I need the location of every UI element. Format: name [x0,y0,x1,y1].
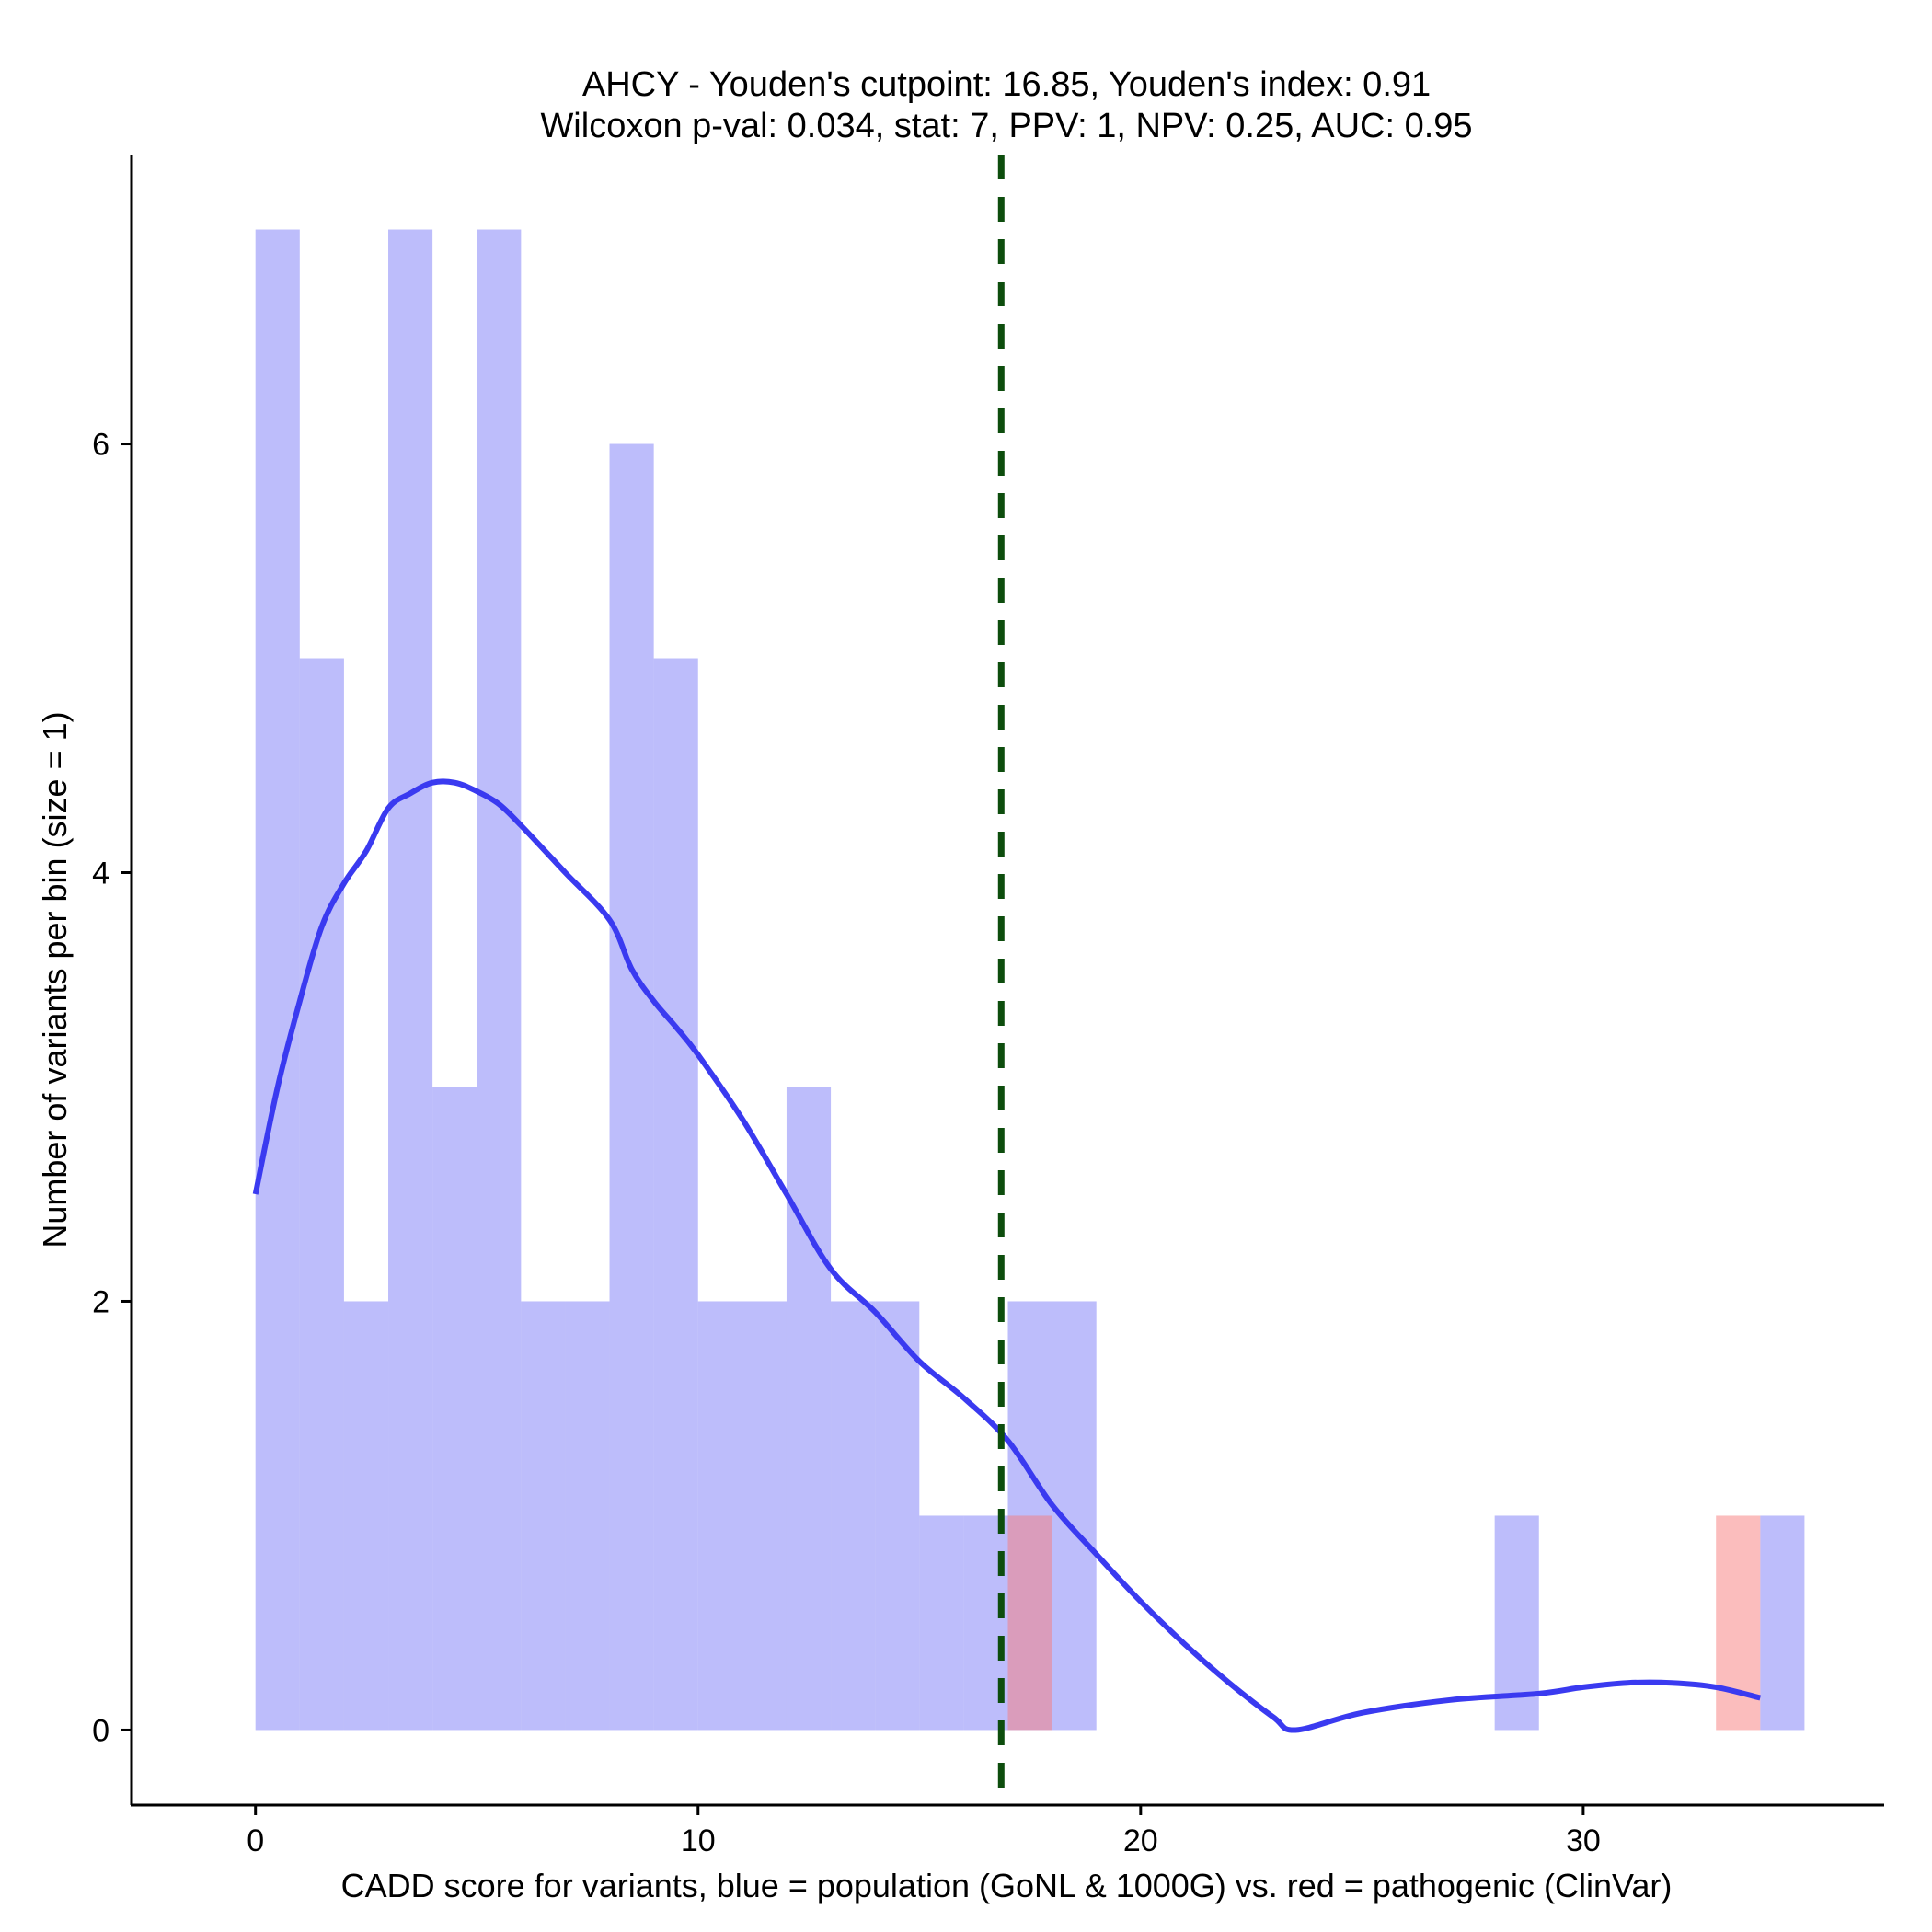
histogram-bar-population-13 [831,1301,876,1731]
histogram-bar-pathogenic-17 [1007,1515,1052,1731]
histogram-bar-population-11 [742,1301,787,1731]
density-layer [252,778,1762,1733]
y-tick-label: 6 [92,428,109,463]
histogram-bar-population-5 [477,229,522,1731]
histogram-bar-population-2 [343,1301,389,1731]
x-axis-label: CADD score for variants, blue = populati… [341,1867,1673,1904]
histogram-bar-population-4 [432,1087,477,1731]
histogram-bar-population-7 [565,1301,610,1731]
histogram-bar-population-1 [299,658,344,1731]
histogram-bar-population-8 [609,443,654,1731]
ticks-layer: 0 10 20 30 0 2 4 6 [92,428,1601,1858]
histogram-bar-population-10 [697,1301,742,1731]
y-tick-label: 2 [92,1284,109,1319]
y-tick-label: 4 [92,857,109,891]
axes-layer [130,155,1884,1807]
histogram-bar-population-0 [255,229,300,1731]
y-axis-label: Number of variants per bin (size = 1) [36,711,74,1248]
histogram-bar-population-9 [653,658,698,1731]
x-tick-label: 30 [1566,1823,1601,1858]
histogram-bar-population-3 [388,229,433,1731]
histogram-bar-population-14 [875,1301,920,1731]
histogram-bar-population-15 [919,1515,964,1731]
chart-subtitle: Wilcoxon p-val: 0.034, stat: 7, PPV: 1, … [540,107,1472,145]
y-tick-label: 0 [92,1713,109,1748]
histogram-bar-population-34 [1760,1515,1805,1731]
bars-layer [255,229,1805,1731]
chart-title: AHCY - Youden's cutpoint: 16.85, Youden'… [582,65,1431,104]
histogram-bar-population-6 [521,1301,566,1731]
x-tick-label: 10 [681,1823,716,1858]
x-tick-label: 20 [1123,1823,1158,1858]
x-tick-label: 0 [247,1823,264,1858]
density-curve [252,778,1762,1733]
histogram-bar-population-12 [786,1087,832,1731]
